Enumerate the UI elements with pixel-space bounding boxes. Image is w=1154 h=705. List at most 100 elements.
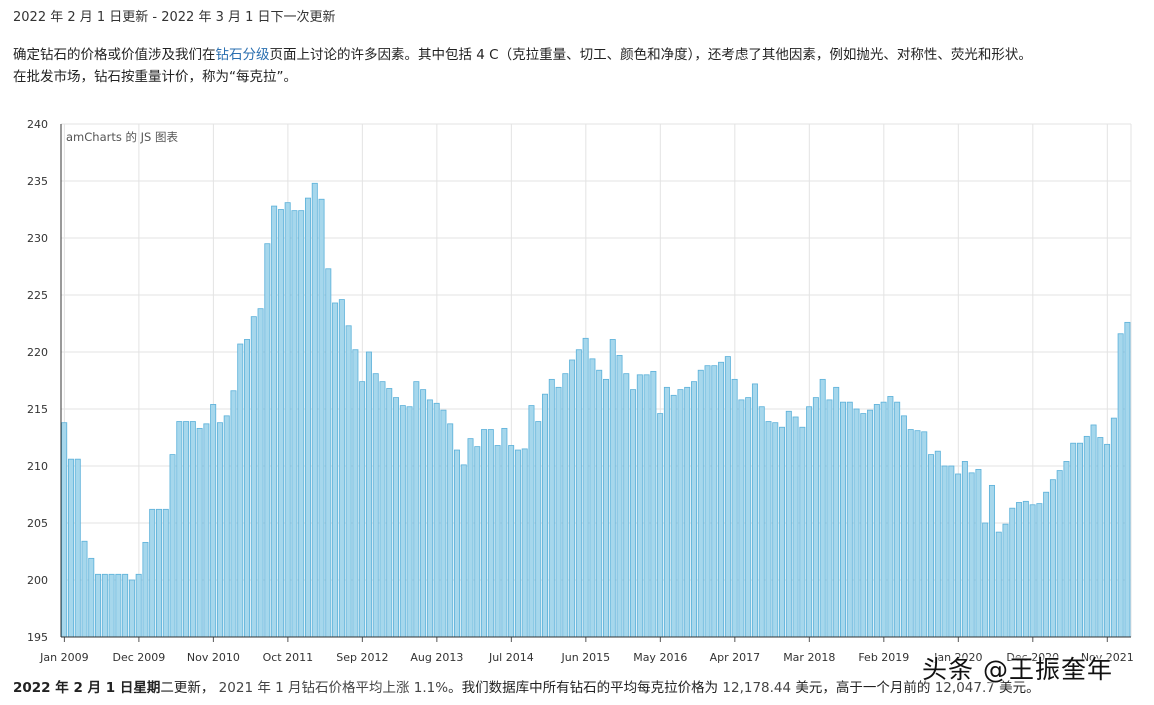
bar	[122, 573, 129, 638]
bar	[298, 210, 305, 638]
bar	[738, 399, 745, 638]
bar	[487, 429, 494, 638]
bar	[860, 413, 867, 638]
bar	[1063, 461, 1070, 638]
bar	[250, 316, 257, 638]
bar	[853, 408, 860, 638]
bar	[501, 427, 508, 638]
bar	[1029, 504, 1036, 638]
diamond-grading-link[interactable]: 钻石分级	[215, 47, 270, 63]
bar	[887, 396, 894, 638]
bar	[230, 390, 237, 638]
bar	[731, 378, 738, 638]
bar	[115, 573, 122, 638]
x-tick-label: Jan 2020	[933, 651, 982, 664]
bar	[399, 405, 406, 638]
bar	[548, 378, 555, 638]
bar	[826, 399, 833, 638]
y-tick-label: 200	[27, 574, 48, 587]
y-tick-label: 210	[27, 460, 48, 473]
bar	[189, 421, 196, 638]
bar	[352, 349, 359, 638]
bar	[386, 388, 393, 638]
bar	[812, 397, 819, 638]
bar	[1002, 523, 1009, 638]
bar	[365, 351, 372, 638]
update-line: 2022 年 2 月 1 日更新 - 2022 年 3 月 1 日下一次更新	[13, 10, 336, 25]
bar	[907, 429, 914, 638]
bar	[1090, 424, 1097, 638]
y-tick-label: 230	[27, 232, 48, 245]
bar	[982, 522, 989, 638]
y-tick-label: 215	[27, 403, 48, 416]
intro-text-2: 页面上讨论的许多因素。其中包括 4 C（克拉重量、切工、颜色和净度），还考虑了其…	[269, 47, 1032, 63]
bar	[196, 427, 203, 638]
bar	[894, 401, 901, 638]
x-tick-label: Nov 2021	[1081, 651, 1134, 664]
bar	[149, 508, 156, 638]
y-tick-label: 195	[27, 631, 48, 644]
bar	[684, 386, 691, 638]
bar	[799, 426, 806, 638]
bar	[338, 299, 345, 638]
bar	[318, 198, 325, 638]
intro-text-1: 确定钻石的价格或价值涉及我们在	[13, 47, 216, 63]
bar	[948, 465, 955, 638]
bar	[460, 464, 467, 638]
bar	[839, 401, 846, 638]
bar	[569, 359, 576, 638]
bar	[806, 406, 813, 638]
bar	[589, 358, 596, 638]
bar	[616, 355, 623, 638]
bar	[420, 389, 427, 638]
bar	[81, 540, 88, 638]
bar	[169, 454, 176, 638]
bar	[406, 406, 413, 638]
bar	[210, 404, 217, 638]
bar	[264, 243, 271, 638]
bar	[1043, 491, 1050, 638]
bar	[1117, 333, 1124, 638]
bar	[223, 415, 230, 638]
x-tick-label: May 2016	[633, 651, 687, 664]
bar	[304, 197, 311, 638]
bar	[995, 531, 1002, 638]
bar	[792, 416, 799, 638]
bar	[704, 365, 711, 638]
bar	[433, 402, 440, 638]
bar	[724, 356, 731, 638]
bar	[819, 378, 826, 638]
x-tick-label: Apr 2017	[710, 651, 761, 664]
bar	[846, 401, 853, 638]
bar	[562, 373, 569, 638]
price-chart: 195 200 205 210 215 220 225 230 235 240 Jan 2009 De…	[0, 110, 1154, 670]
bar	[508, 445, 515, 638]
bar	[596, 369, 603, 638]
x-tick-label: Jan 2009	[39, 651, 88, 664]
bar	[1022, 500, 1029, 638]
bar	[528, 405, 535, 638]
bar	[1016, 502, 1023, 638]
bar	[277, 209, 284, 638]
bar	[941, 465, 948, 638]
footer-price: 12,178.44	[722, 680, 792, 696]
bar	[128, 579, 135, 638]
bar	[284, 202, 291, 638]
bar	[1049, 479, 1056, 638]
x-tick-label: Jun 2015	[560, 651, 610, 664]
bar	[1124, 321, 1131, 638]
bar	[1083, 435, 1090, 638]
x-tick-label: Feb 2019	[858, 651, 909, 664]
x-tick-label: Dec 2020	[1006, 651, 1059, 664]
bar	[372, 373, 379, 638]
bar	[244, 339, 251, 638]
footer-prev-price: 12,047.7	[934, 680, 995, 696]
bar	[765, 421, 772, 638]
bar	[636, 374, 643, 638]
bar	[772, 422, 779, 638]
bar	[1104, 443, 1111, 638]
bar	[988, 484, 995, 638]
bar	[494, 445, 501, 638]
bar	[156, 508, 162, 638]
x-tick-label: Aug 2013	[410, 651, 463, 664]
